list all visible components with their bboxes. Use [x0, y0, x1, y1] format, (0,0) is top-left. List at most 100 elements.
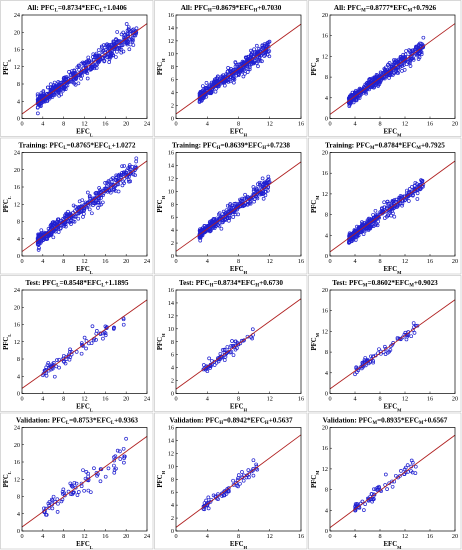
data-point	[46, 85, 50, 90]
data-point	[56, 501, 60, 506]
x-axis-label: EFCL	[76, 266, 93, 275]
data-point	[389, 213, 394, 218]
data-point	[96, 59, 101, 63]
data-point	[96, 198, 101, 203]
y-tick-label: 12	[322, 328, 328, 335]
y-tick-label: 16	[322, 33, 328, 40]
data-point	[118, 457, 123, 461]
data-point	[360, 366, 364, 371]
data-point	[236, 212, 240, 217]
data-point	[225, 487, 230, 491]
data-point	[35, 92, 40, 97]
data-point	[49, 497, 54, 502]
y-tick-label: 12	[14, 64, 20, 71]
data-point	[112, 463, 116, 468]
data-point	[55, 358, 59, 362]
data-point	[106, 466, 111, 471]
data-point	[87, 207, 92, 212]
data-point	[390, 479, 394, 484]
data-point	[363, 502, 368, 506]
x-tick-label: 12	[402, 258, 408, 265]
data-point	[61, 492, 65, 496]
data-point	[84, 470, 89, 474]
data-point	[121, 30, 126, 35]
data-point	[75, 72, 80, 77]
data-point	[57, 93, 61, 98]
data-point	[68, 349, 72, 354]
data-point	[244, 475, 249, 480]
data-point	[353, 507, 358, 511]
data-point	[63, 361, 68, 366]
data-point	[206, 495, 211, 500]
data-point	[354, 365, 359, 370]
data-point	[79, 481, 84, 486]
y-tick-label: 4	[17, 236, 20, 243]
scatter-panel: Validation: PFCM =0.8935*EFCM +0.6567 0 4 8…	[308, 412, 462, 550]
data-point	[212, 359, 217, 364]
x-tick-label: 16	[427, 121, 433, 128]
y-tick-label: 8	[171, 339, 174, 346]
scatter-panel: All: PFCL =0.8734*EFCL +1.0406 0 4 8 12 16 20 2…	[0, 0, 154, 137]
y-tick-label: 10	[168, 326, 174, 333]
y-axis-label: PFCM	[311, 470, 320, 488]
data-point	[36, 242, 40, 247]
data-point	[108, 185, 113, 190]
data-point	[370, 84, 375, 89]
scatter-panel: Training: PFCL =0.8765*EFCL +1.0272 0 4 8 12…	[0, 137, 154, 275]
data-point	[252, 60, 257, 65]
data-point	[40, 234, 45, 239]
regression-line	[175, 23, 302, 115]
plot-frame	[21, 289, 148, 394]
scatter-panel: Validation: PFCH =0.8942*EFCH +0.5637 0 4 8…	[154, 412, 308, 550]
y-tick-label: 20	[14, 304, 20, 311]
data-point	[77, 64, 81, 69]
data-point	[41, 89, 46, 93]
data-point	[113, 184, 118, 188]
data-point	[128, 37, 132, 42]
data-point	[130, 39, 135, 44]
data-point	[398, 54, 403, 59]
data-point	[103, 181, 107, 185]
data-point	[46, 361, 51, 365]
data-point	[386, 62, 391, 67]
y-tick-label: 8	[17, 494, 20, 501]
data-point	[366, 361, 371, 366]
data-point	[203, 228, 208, 233]
data-point	[362, 229, 367, 234]
data-point	[94, 328, 99, 333]
data-point	[223, 354, 228, 359]
x-tick-label: 8	[237, 258, 240, 265]
y-tick-label: 12	[322, 53, 328, 60]
data-point	[259, 192, 264, 197]
data-point	[411, 321, 416, 325]
data-point	[370, 85, 374, 90]
data-point	[400, 68, 404, 73]
data-point	[106, 179, 111, 184]
x-tick-label: 12	[81, 258, 87, 265]
y-tick-label: 12	[168, 175, 174, 182]
data-point	[216, 492, 220, 496]
data-point	[48, 82, 53, 87]
data-point	[231, 478, 235, 483]
data-point	[222, 489, 226, 494]
data-point	[259, 53, 263, 58]
data-point	[242, 71, 247, 76]
y-tick-label: 0	[325, 391, 328, 398]
data-point	[50, 88, 54, 92]
data-point	[225, 345, 230, 349]
data-point	[203, 504, 207, 508]
data-point	[59, 499, 64, 504]
data-point	[125, 168, 129, 173]
data-point	[73, 209, 77, 213]
data-point	[227, 216, 232, 220]
y-tick-label: 24	[14, 150, 20, 157]
data-point	[84, 205, 89, 210]
y-tick-label: 14	[168, 25, 174, 32]
data-point	[69, 79, 74, 84]
y-tick-label: 0	[17, 116, 20, 123]
data-point	[359, 92, 364, 97]
panel-title: Validation: PFCM =0.8935*EFCM +0.6567	[323, 417, 448, 427]
data-point	[50, 506, 55, 511]
data-point	[347, 96, 351, 100]
data-point	[209, 80, 214, 85]
